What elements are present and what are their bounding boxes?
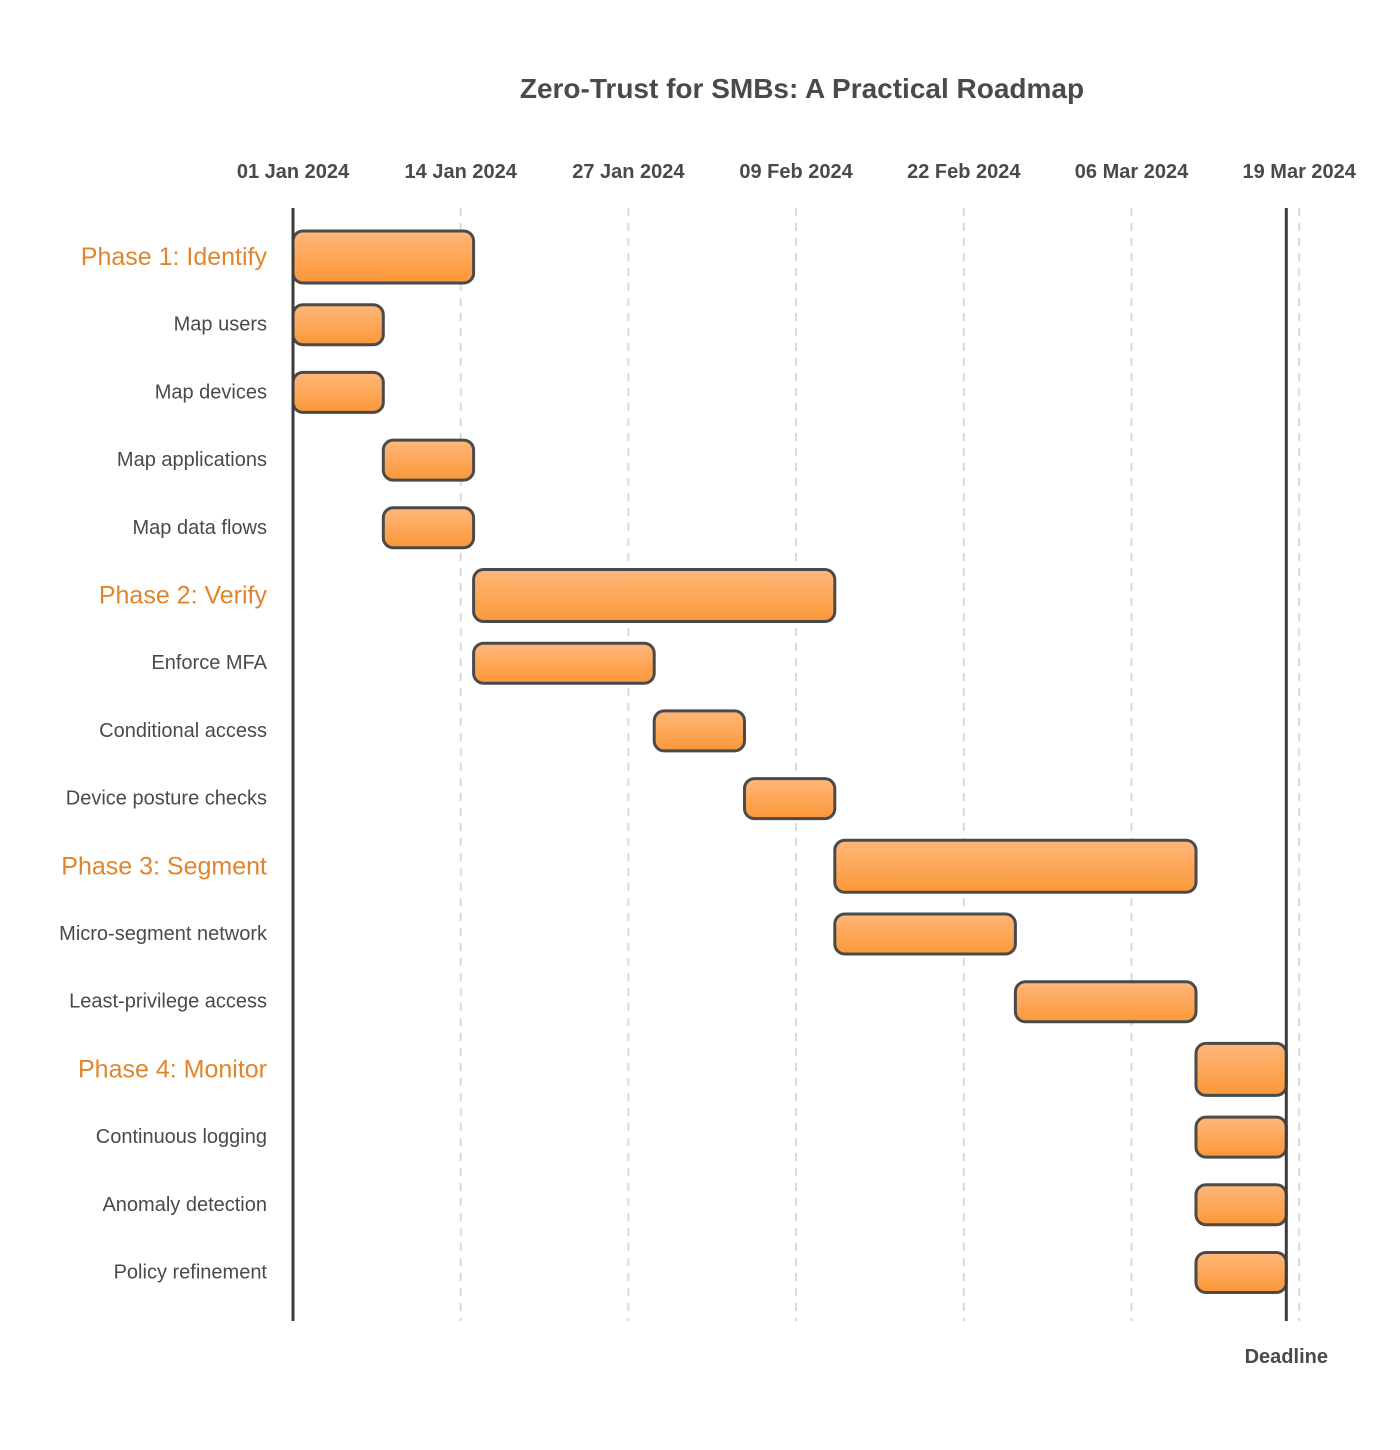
markers: Deadline	[1245, 208, 1328, 1368]
x-tick-label: 14 Jan 2024	[405, 161, 518, 183]
task-label: Map applications	[117, 449, 267, 471]
task-label: Policy refinement	[114, 1262, 268, 1284]
x-tick-label: 09 Feb 2024	[739, 161, 853, 183]
x-tick-label: 01 Jan 2024	[237, 161, 350, 183]
task-label: Micro-segment network	[59, 923, 268, 945]
task-label: Map devices	[155, 381, 267, 403]
task-bars	[291, 229, 1288, 1294]
phase-bar	[833, 838, 1198, 894]
task-label: Device posture checks	[66, 788, 267, 810]
task-label: Map users	[174, 314, 267, 336]
task-bar	[291, 370, 385, 414]
x-tick-label: 27 Jan 2024	[572, 161, 685, 183]
task-bar	[652, 709, 747, 753]
task-label: Map data flows	[132, 517, 267, 539]
task-bar	[1194, 1251, 1288, 1294]
task-label: Anomaly detection	[102, 1194, 267, 1216]
task-bar	[833, 912, 1017, 956]
phase-label: Phase 4: Monitor	[78, 1055, 267, 1083]
x-tick-labels: 01 Jan 2024 14 Jan 2024 27 Jan 2024 09 Feb …	[237, 161, 1357, 183]
task-label: Conditional access	[99, 720, 267, 742]
task-bar	[743, 777, 837, 821]
task-bar	[472, 641, 656, 685]
task-bar	[1194, 1183, 1288, 1227]
task-bar	[381, 438, 476, 482]
phase-bar	[291, 229, 476, 285]
phase-label: Phase 3: Segment	[61, 852, 267, 880]
task-label: Continuous logging	[96, 1126, 267, 1148]
task-bar	[381, 506, 476, 550]
x-tick-label: 22 Feb 2024	[907, 161, 1021, 183]
phase-label: Phase 1: Identify	[81, 243, 268, 271]
task-label: Enforce MFA	[151, 652, 267, 674]
x-tick-label: 06 Mar 2024	[1075, 161, 1189, 183]
row-labels: Phase 1: Identify Map users Map devices Map…	[59, 243, 268, 1284]
task-bar	[291, 303, 385, 347]
phase-label: Phase 2: Verify	[99, 582, 268, 610]
task-bar	[1194, 1115, 1288, 1159]
phase-bar	[1194, 1041, 1288, 1097]
chart-title: Zero-Trust for SMBs: A Practical Roadmap	[520, 73, 1084, 104]
task-label: Least-privilege access	[69, 991, 267, 1013]
x-tick-label: 19 Mar 2024	[1242, 161, 1356, 183]
task-bar	[1013, 980, 1198, 1024]
deadline-label: Deadline	[1245, 1346, 1328, 1368]
grid-layer	[459, 208, 1301, 1321]
phase-bar	[472, 568, 837, 623]
